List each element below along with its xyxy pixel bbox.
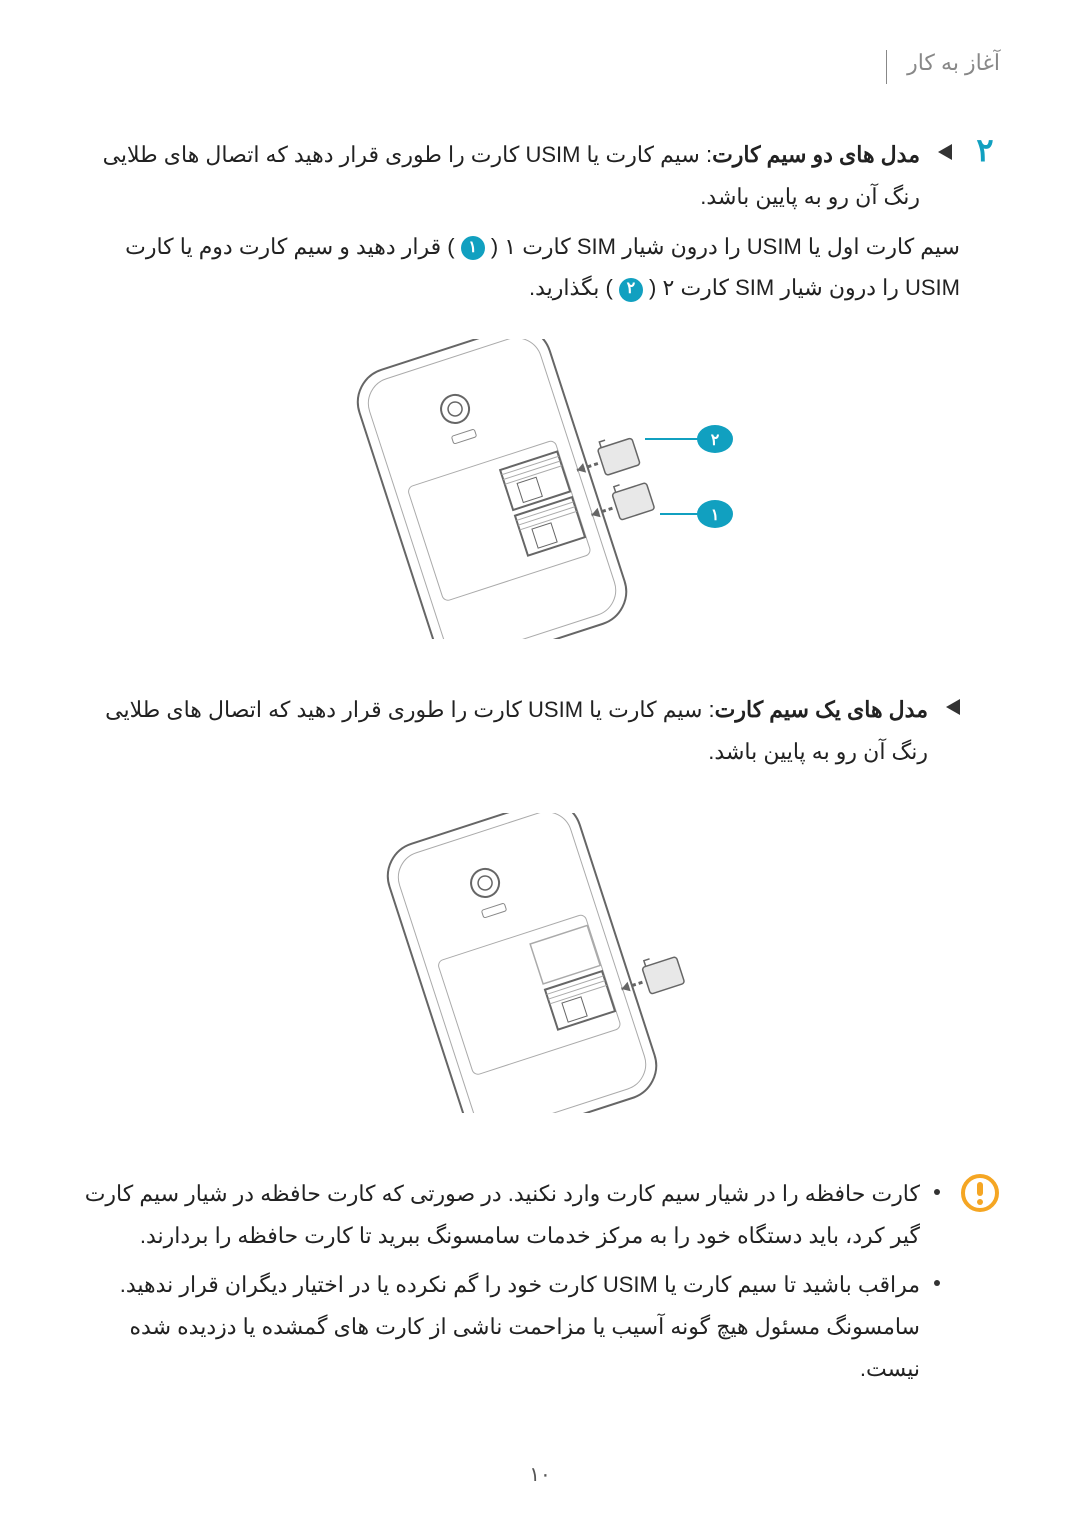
- triangle-bullet-icon: [938, 144, 952, 160]
- step-2-row: ۲ مدل های دو سیم کارت: سیم کارت یا USIM …: [80, 134, 1000, 218]
- triangle-bullet-icon: [946, 699, 960, 715]
- warning-item-1: کارت حافظه را در شیار سیم کارت وارد نکنی…: [80, 1173, 940, 1257]
- bullet-icon: [934, 1189, 940, 1195]
- svg-text:۲: ۲: [711, 432, 720, 449]
- step-number: ۲: [970, 134, 1000, 166]
- bullet-icon: [934, 1280, 940, 1286]
- page-header: آغاز به کار: [886, 50, 1000, 84]
- page-number: ۱۰: [0, 1462, 1080, 1487]
- dual-sim-label: مدل های دو سیم کارت: [712, 142, 920, 167]
- warning-2-text: مراقب باشید تا سیم کارت یا USIM کارت خود…: [80, 1264, 920, 1389]
- step-2-text: مدل های دو سیم کارت: سیم کارت یا USIM کا…: [80, 134, 920, 218]
- warning-box: کارت حافظه را در شیار سیم کارت وارد نکنی…: [80, 1173, 1000, 1398]
- single-sim-text: مدل های یک سیم کارت: سیم کارت یا USIM کا…: [80, 689, 928, 773]
- single-sim-row: مدل های یک سیم کارت: سیم کارت یا USIM کا…: [80, 689, 1000, 773]
- svg-text:۱: ۱: [711, 507, 720, 524]
- warning-item-2: مراقب باشید تا سیم کارت یا USIM کارت خود…: [80, 1264, 940, 1389]
- sim-slot-instruction: سیم کارت اول یا USIM را درون شیار SIM کا…: [80, 226, 1000, 310]
- p2-c: ) بگذارید.: [529, 275, 613, 300]
- warning-icon: [960, 1173, 1000, 1213]
- circle-1-icon: ۱: [461, 236, 485, 260]
- single-sim-diagram: [360, 813, 720, 1113]
- p2-a: سیم کارت اول یا USIM را درون شیار SIM کا…: [491, 234, 960, 259]
- header-text: آغاز به کار: [907, 50, 1000, 75]
- warning-list: کارت حافظه را در شیار سیم کارت وارد نکنی…: [80, 1173, 940, 1398]
- warning-1-text: کارت حافظه را در شیار سیم کارت وارد نکنی…: [80, 1173, 920, 1257]
- circle-2-icon: ۲: [619, 278, 643, 302]
- single-sim-label: مدل های یک سیم کارت: [715, 697, 928, 722]
- dual-sim-diagram: ۲ ۱: [330, 339, 750, 639]
